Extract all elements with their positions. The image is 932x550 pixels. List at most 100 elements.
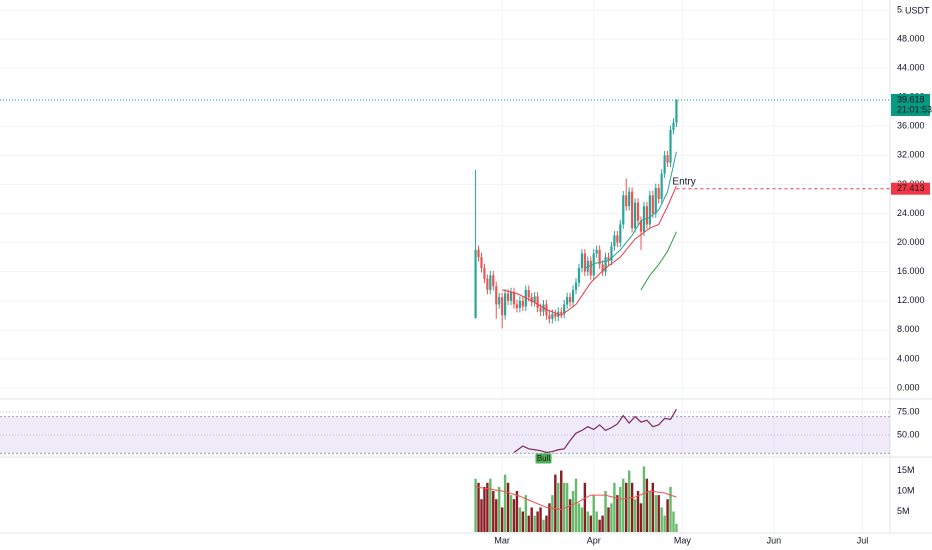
volume-bar — [586, 511, 590, 532]
volume-bar — [536, 511, 539, 532]
y-tick-label: 5M — [897, 506, 910, 516]
volume-bar — [486, 482, 489, 532]
candle-body — [504, 293, 507, 316]
candle-body — [610, 246, 613, 261]
volume-bar — [506, 482, 510, 532]
volume-bar — [592, 495, 595, 532]
candle-body — [616, 235, 619, 243]
y-tick-label: 20.000 — [897, 237, 925, 247]
y-tick-label: 44.000 — [897, 62, 925, 72]
candle-body — [666, 155, 669, 163]
volume-bar — [595, 511, 598, 532]
volume-bar — [672, 511, 675, 532]
y-tick-label: 48.000 — [897, 33, 925, 43]
candle-body — [509, 292, 513, 301]
candle-body — [636, 202, 640, 221]
candle-body — [483, 268, 486, 279]
volume-bar — [480, 499, 483, 532]
candle-body — [601, 264, 604, 272]
volume-bar — [604, 491, 607, 532]
candle-body — [501, 297, 504, 316]
candle-body — [622, 195, 625, 225]
candle-body — [672, 122, 675, 130]
candle-body — [625, 195, 628, 207]
volume-bar — [627, 470, 631, 532]
volume-bar — [642, 466, 646, 532]
volume-bar — [495, 499, 498, 532]
y-tick-label: 0.000 — [897, 382, 920, 392]
candle-body — [492, 275, 495, 287]
candle-body — [551, 313, 554, 319]
candle-body — [563, 304, 566, 314]
volume-bar — [518, 507, 522, 532]
y-tick-label: 50.00 — [897, 429, 920, 439]
candle-body — [515, 304, 519, 309]
x-tick-label: Mar — [494, 535, 510, 545]
volume-bar — [554, 474, 557, 532]
candle-body — [595, 249, 598, 254]
volume-bar — [663, 515, 666, 532]
volume-bar — [666, 499, 669, 532]
y-tick-label: 36.000 — [897, 121, 925, 131]
volume-bar — [675, 523, 678, 532]
volume-bar — [560, 470, 563, 532]
candle-body — [613, 235, 616, 247]
candle-body — [506, 293, 510, 301]
volume-bar — [500, 507, 504, 532]
volume-bar — [657, 495, 660, 532]
y-tick-label: 4.000 — [897, 353, 920, 363]
candle-body — [663, 155, 666, 174]
volume-ma — [475, 486, 677, 510]
volume-bar — [589, 515, 592, 532]
volume-bar — [515, 491, 519, 532]
candle-body — [533, 296, 536, 303]
candle-body — [589, 260, 592, 276]
volume-bar — [489, 478, 492, 532]
volume-bar — [568, 499, 572, 532]
candle-body — [654, 188, 657, 214]
x-tick-label: Apr — [587, 535, 601, 545]
y-tick-label: 8.000 — [897, 324, 920, 334]
candle-body — [675, 99, 678, 123]
entry-price-box — [891, 182, 930, 195]
candle-body — [477, 249, 480, 258]
y-tick-label: 24.000 — [897, 208, 925, 218]
volume-bar — [542, 519, 545, 532]
volume-bar — [527, 515, 530, 532]
candle-body — [489, 275, 492, 290]
y-tick-label: 15M — [897, 465, 915, 475]
candle-body — [521, 300, 524, 307]
volume-bar — [533, 515, 536, 532]
entry-label: Entry — [672, 176, 695, 187]
candle-body — [645, 206, 648, 225]
y-tick-label: 16.000 — [897, 266, 925, 276]
volume-bar — [492, 491, 495, 532]
volume-bar — [509, 495, 513, 532]
volume-bar — [545, 515, 548, 532]
candle-body — [530, 297, 533, 303]
candle-body — [631, 191, 634, 229]
x-tick-label: May — [674, 535, 692, 545]
volume-bar — [630, 482, 634, 532]
candle-body — [639, 220, 643, 232]
candle-body — [669, 129, 672, 163]
y-tick-label: 12.000 — [897, 295, 925, 305]
volume-bar — [639, 503, 643, 532]
volume-bar — [539, 507, 542, 532]
volume-bar — [636, 491, 640, 532]
candle-body — [548, 315, 551, 319]
volume-bar — [557, 482, 560, 532]
candle-body — [604, 257, 607, 272]
volume-bar — [512, 499, 516, 532]
candle-body — [628, 191, 631, 207]
x-tick-label: Jun — [767, 535, 782, 545]
volume-bar — [548, 503, 551, 532]
volume-bar — [521, 511, 525, 532]
volume-bar — [598, 519, 601, 532]
candle-body — [518, 300, 521, 309]
volume-bar — [607, 507, 610, 532]
volume-bar — [660, 507, 663, 532]
candle-body — [648, 195, 651, 225]
entry-price: 27.413 — [897, 183, 925, 193]
